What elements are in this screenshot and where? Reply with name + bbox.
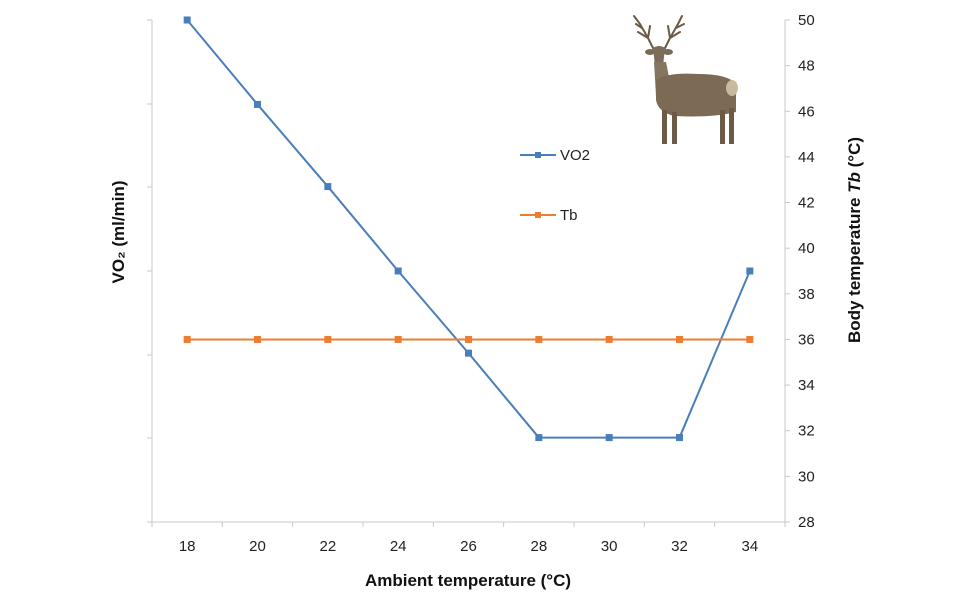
right-y-tick-label: 48 — [798, 58, 815, 75]
right-y-tick-label: 28 — [798, 514, 815, 531]
x-axis-title: Ambient temperature (°C) — [365, 571, 571, 590]
data-point-tb — [183, 335, 191, 343]
data-point-vo2 — [746, 267, 754, 275]
right-y-tick-label: 42 — [798, 195, 815, 212]
data-point-tb — [465, 335, 472, 343]
right-y-tick-label: 38 — [798, 286, 815, 303]
deer-icon — [633, 15, 738, 144]
ticks: 18 20 22 24 26 28 30 32 34 28 30 32 34 36 38 40 42 44 46 48… — [147, 12, 815, 555]
right-y-axis-title-suffix: (°C) — [845, 137, 864, 172]
right-y-tick-label: 36 — [798, 331, 815, 348]
data-point-vo2 — [254, 100, 261, 108]
right-y-tick-label: 34 — [798, 377, 815, 394]
data-point-tb — [254, 335, 261, 343]
series-layer — [183, 16, 754, 442]
x-tick-label: 34 — [741, 538, 758, 555]
data-point-tb — [605, 335, 613, 343]
data-point-vo2 — [394, 267, 402, 275]
right-y-tick-label: 50 — [798, 12, 815, 29]
x-tick-label: 22 — [319, 538, 336, 555]
right-y-tick-label: 46 — [798, 103, 815, 120]
legend: VO2 Tb — [520, 147, 590, 224]
right-y-tick-label: 30 — [798, 468, 815, 485]
x-tick-label: 26 — [460, 538, 477, 555]
x-tick-label: 32 — [671, 538, 688, 555]
data-point-vo2 — [605, 434, 613, 442]
data-point-tb — [324, 335, 332, 343]
data-point-vo2 — [183, 16, 191, 24]
right-y-tick-label: 40 — [798, 240, 815, 257]
data-point-tb — [394, 335, 402, 343]
x-tick-label: 28 — [530, 538, 547, 555]
legend-item-vo2: VO2 — [520, 147, 590, 164]
data-point-tb — [676, 335, 683, 343]
data-point-tb — [535, 335, 543, 343]
right-y-tick-label: 44 — [798, 149, 815, 166]
data-point-vo2 — [535, 434, 543, 442]
data-point-tb — [746, 335, 754, 343]
right-y-axis-title: Body temperature Tb (°C) — [845, 137, 864, 343]
right-y-axis-title-italic: Tb — [845, 172, 864, 193]
left-y-axis-title: VO₂ (ml/min) — [109, 181, 128, 284]
legend-marker-vo2 — [535, 152, 541, 158]
x-tick-label: 24 — [390, 538, 407, 555]
data-point-vo2 — [465, 349, 472, 357]
x-tick-label: 20 — [249, 538, 266, 555]
legend-marker-tb — [535, 212, 541, 218]
data-point-vo2 — [324, 183, 332, 191]
legend-label-vo2: VO2 — [560, 147, 590, 164]
x-tick-label: 30 — [601, 538, 618, 555]
right-y-axis-title-prefix: Body temperature — [845, 193, 864, 343]
right-y-tick-label: 32 — [798, 423, 815, 440]
legend-label-tb: Tb — [560, 207, 578, 224]
data-point-vo2 — [676, 434, 683, 442]
x-tick-label: 18 — [179, 538, 196, 555]
legend-item-tb: Tb — [520, 207, 578, 224]
